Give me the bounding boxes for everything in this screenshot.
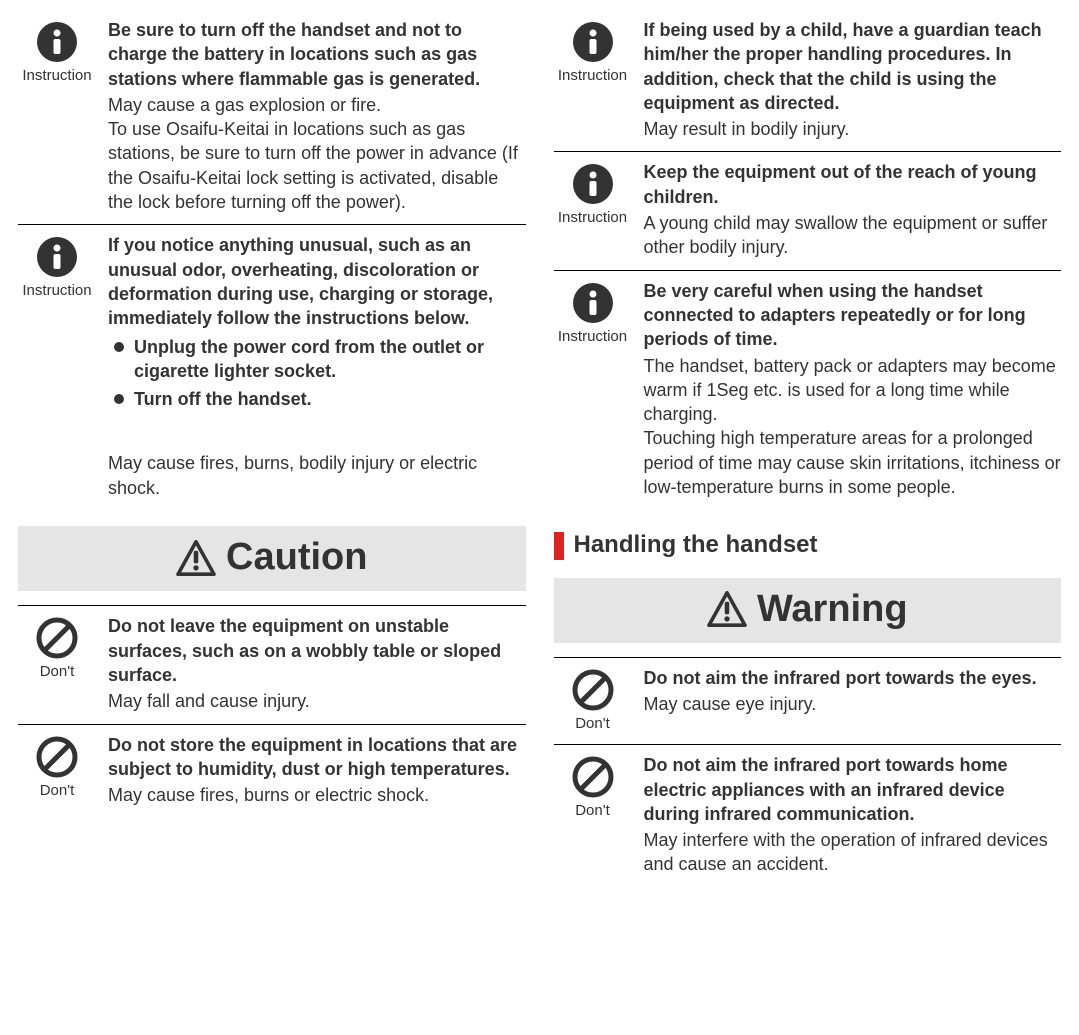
warning-banner: Warning (554, 578, 1062, 643)
item-title: Be very careful when using the handset c… (644, 279, 1062, 352)
bullet-list: Unplug the power cord from the outlet or… (114, 335, 526, 412)
prohibit-icon (35, 616, 79, 660)
left-column: Instruction Be sure to turn off the hand… (18, 10, 526, 887)
instruction-item: Instruction Be very careful when using t… (554, 270, 1062, 510)
item-title: If being used by a child, have a guardia… (644, 18, 1062, 115)
dont-icon-label: Don't (18, 781, 96, 801)
item-title: Do not leave the equipment on unstable s… (108, 614, 526, 687)
instruction-item: Instruction Be sure to turn off the hand… (18, 10, 526, 224)
item-title: Be sure to turn off the handset and not … (108, 18, 526, 91)
item-content: Do not aim the infrared port towards the… (644, 666, 1062, 734)
prohibit-icon (571, 755, 615, 799)
instruction-item: Instruction If you notice anything unusu… (18, 224, 526, 510)
item-body: Touching high temperature areas for a pr… (644, 426, 1062, 499)
item-title: Do not aim the infrared port towards hom… (644, 753, 1062, 826)
item-content: If you notice anything unusual, such as … (108, 233, 526, 500)
dont-item: Don't Do not store the equipment in loca… (18, 724, 526, 818)
item-body: May interfere with the operation of infr… (644, 828, 1062, 877)
right-column: Instruction If being used by a child, ha… (554, 10, 1062, 887)
dont-icon-label: Don't (18, 662, 96, 682)
instruction-icon (571, 162, 615, 206)
instruction-icon-label: Instruction (554, 66, 632, 86)
instruction-item: Instruction If being used by a child, ha… (554, 10, 1062, 151)
instruction-icon-block: Instruction (18, 233, 96, 500)
instruction-icon (35, 235, 79, 279)
item-body: May cause fires, burns or electric shock… (108, 783, 526, 807)
item-body: May fall and cause injury. (108, 689, 526, 713)
prohibit-icon (571, 668, 615, 712)
item-title: If you notice anything unusual, such as … (108, 233, 526, 330)
caution-triangle-icon (176, 540, 216, 576)
dont-icon-block: Don't (18, 733, 96, 808)
instruction-item: Instruction Keep the equipment out of th… (554, 151, 1062, 269)
item-body: May cause a gas explosion or fire. (108, 93, 526, 117)
dont-icon-block: Don't (554, 753, 632, 876)
item-body: A young child may swallow the equipment … (644, 211, 1062, 260)
red-accent-bar (554, 532, 564, 560)
section-heading-row: Handling the handset (554, 529, 1062, 561)
item-content: Be very careful when using the handset c… (644, 279, 1062, 500)
dont-item: Don't Do not leave the equipment on unst… (18, 605, 526, 723)
bullet-item: Unplug the power cord from the outlet or… (114, 335, 526, 384)
section-heading: Handling the handset (574, 529, 818, 561)
instruction-icon-label: Instruction (18, 281, 96, 301)
instruction-icon-label: Instruction (554, 327, 632, 347)
item-body: May cause eye injury. (644, 692, 1062, 716)
item-body: The handset, battery pack or adapters ma… (644, 354, 1062, 427)
item-content: Be sure to turn off the handset and not … (108, 18, 526, 214)
instruction-icon (571, 281, 615, 325)
prohibit-icon (35, 735, 79, 779)
warning-label: Warning (757, 584, 908, 635)
two-column-layout: Instruction Be sure to turn off the hand… (18, 10, 1061, 887)
dont-icon-block: Don't (18, 614, 96, 713)
item-body: To use Osaifu-Keitai in locations such a… (108, 117, 526, 214)
dont-icon-block: Don't (554, 666, 632, 734)
dont-icon-label: Don't (554, 714, 632, 734)
warning-triangle-icon (707, 591, 747, 627)
item-content: If being used by a child, have a guardia… (644, 18, 1062, 141)
instruction-icon-label: Instruction (554, 208, 632, 228)
item-title: Do not aim the infrared port towards the… (644, 666, 1062, 690)
instruction-icon (35, 20, 79, 64)
dont-item: Don't Do not aim the infrared port towar… (554, 657, 1062, 744)
instruction-icon-block: Instruction (554, 279, 632, 500)
item-title: Do not store the equipment in locations … (108, 733, 526, 782)
item-content: Do not leave the equipment on unstable s… (108, 614, 526, 713)
item-title: Keep the equipment out of the reach of y… (644, 160, 1062, 209)
instruction-icon (571, 20, 615, 64)
item-content: Keep the equipment out of the reach of y… (644, 160, 1062, 259)
bullet-item: Turn off the handset. (114, 387, 526, 411)
item-body: May cause fires, burns, bodily injury or… (108, 451, 526, 500)
dont-icon-label: Don't (554, 801, 632, 821)
item-content: Do not aim the infrared port towards hom… (644, 753, 1062, 876)
caution-banner: Caution (18, 526, 526, 591)
item-body: May result in bodily injury. (644, 117, 1062, 141)
dont-item: Don't Do not aim the infrared port towar… (554, 744, 1062, 886)
instruction-icon-block: Instruction (18, 18, 96, 214)
instruction-icon-block: Instruction (554, 160, 632, 259)
instruction-icon-block: Instruction (554, 18, 632, 141)
caution-label: Caution (226, 532, 367, 583)
item-content: Do not store the equipment in locations … (108, 733, 526, 808)
instruction-icon-label: Instruction (18, 66, 96, 86)
